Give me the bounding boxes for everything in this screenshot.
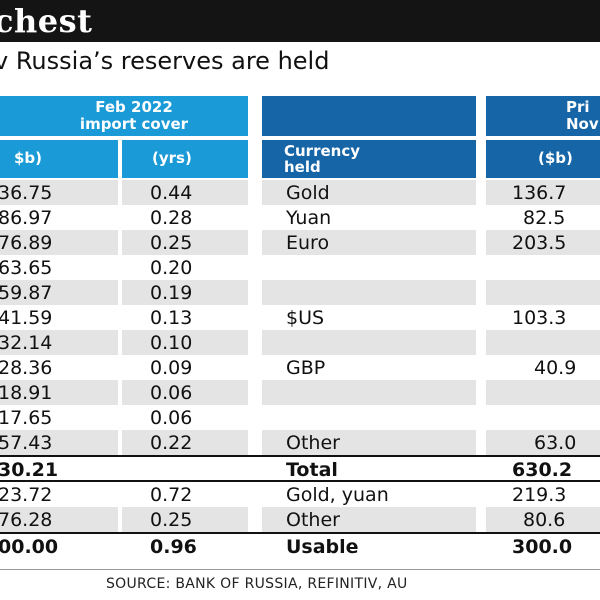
source-note: SOURCE: BANK OF RUSSIA, REFINITIV, AU — [106, 576, 408, 592]
cell-b: 41.59 — [0, 307, 53, 329]
footer-divider — [0, 569, 600, 570]
cell-b: 32.14 — [0, 332, 53, 354]
col-header-b: $b) — [0, 140, 118, 178]
cell-yrs: 0.13 — [150, 307, 193, 329]
col-header-yrs: (yrs) — [122, 140, 248, 178]
cell-yrs: 0.06 — [150, 407, 193, 429]
cell-b: 57.43 — [0, 432, 53, 454]
table-row: 59.87 0.19 — [0, 280, 600, 305]
cell-yrs: 0.19 — [150, 282, 193, 304]
cell-yrs: 0.96 — [150, 536, 197, 558]
col-header-right-b-text: ($b) — [538, 149, 573, 167]
cell-b: 76.89 — [0, 232, 53, 254]
table-row: 36.75 0.44 Gold 136.7 — [0, 180, 600, 205]
cell-b: 18.91 — [0, 382, 53, 404]
cell-yrs: 0.25 — [150, 509, 193, 531]
table-row: 86.97 0.28 Yuan 82.5 — [0, 205, 600, 230]
cell-right: 40.9 — [534, 357, 577, 379]
cell-currency: Total — [286, 459, 338, 481]
table-row: 23.72 0.72 Gold, yuan 219.3 — [0, 482, 600, 507]
cell-currency: Other — [286, 509, 340, 531]
cell-right: 219.3 — [512, 484, 567, 506]
cell-right: 203.5 — [512, 232, 567, 254]
cell-b: 63.65 — [0, 257, 53, 279]
cell-yrs: 0.25 — [150, 232, 193, 254]
cell-yrs: 0.09 — [150, 357, 193, 379]
cell-yrs: 0.20 — [150, 257, 193, 279]
cell-yrs: 0.72 — [150, 484, 193, 506]
cell-yrs: 0.44 — [150, 182, 193, 204]
table-row: 76.89 0.25 Euro 203.5 — [0, 230, 600, 255]
group-header-currency — [262, 96, 476, 136]
cell-right: 300.0 — [512, 536, 573, 558]
table-row: 57.43 0.22 Other 63.0 — [0, 430, 600, 455]
cell-currency: Gold — [286, 182, 330, 204]
col-header-right-b: ($b) — [486, 140, 600, 178]
cell-currency: Euro — [286, 232, 330, 254]
cell-b: 00.00 — [0, 536, 59, 558]
cell-yrs: 0.10 — [150, 332, 193, 354]
col-header-b-text: $b) — [14, 149, 43, 167]
cell-right: 103.3 — [512, 307, 567, 329]
cell-b: 76.28 — [0, 509, 53, 531]
col-header-yrs-text: (yrs) — [152, 149, 192, 167]
usable-rule-top — [0, 532, 600, 534]
cell-b: 30.21 — [0, 459, 59, 481]
cell-currency: Other — [286, 432, 340, 454]
cell-b: 86.97 — [0, 207, 53, 229]
page-title: chest — [0, 2, 93, 40]
cell-yrs: 0.22 — [150, 432, 193, 454]
cell-b: 59.87 — [0, 282, 53, 304]
group-header-right: Pri Nov — [486, 96, 600, 136]
cell-right: 80.6 — [523, 509, 566, 531]
cell-currency: Yuan — [286, 207, 332, 229]
cell-right: 630.2 — [512, 459, 573, 481]
title-bar: chest — [0, 0, 600, 42]
table-row-usable: 00.00 0.96 Usable 300.0 — [0, 534, 600, 559]
cell-currency: Gold, yuan — [286, 484, 389, 506]
group-header-feb-import-cover: Feb 2022 import cover — [0, 96, 248, 136]
group-header-right-text: Pri Nov — [566, 98, 599, 133]
table-row: 28.36 0.09 GBP 40.9 — [0, 355, 600, 380]
cell-yrs: 0.28 — [150, 207, 193, 229]
cell-right: 82.5 — [523, 207, 566, 229]
table-row: 63.65 0.20 — [0, 255, 600, 280]
cell-b: 36.75 — [0, 182, 53, 204]
cell-currency: GBP — [286, 357, 326, 379]
cell-b: 17.65 — [0, 407, 53, 429]
col-header-currency-text: Currency held — [284, 142, 361, 176]
table-row: 17.65 0.06 — [0, 405, 600, 430]
table-row: 32.14 0.10 — [0, 330, 600, 355]
cell-right: 136.7 — [512, 182, 567, 204]
cell-yrs: 0.06 — [150, 382, 193, 404]
col-header-currency: Currency held — [262, 140, 476, 178]
total-rule-bottom — [0, 480, 600, 482]
table-row: 76.28 0.25 Other 80.6 — [0, 507, 600, 532]
cell-currency: Usable — [286, 536, 359, 558]
cell-right: 63.0 — [534, 432, 577, 454]
table-row-total: 30.21 Total 630.2 — [0, 457, 600, 481]
group-header-feb-text: Feb 2022 import cover — [79, 98, 189, 133]
cell-b: 23.72 — [0, 484, 53, 506]
table-row: 18.91 0.06 — [0, 380, 600, 405]
cell-b: 28.36 — [0, 357, 53, 379]
table-row: 41.59 0.13 $US 103.3 — [0, 305, 600, 330]
total-rule-top — [0, 455, 600, 457]
page-subtitle: v Russia’s reserves are held — [0, 47, 330, 75]
cell-currency: $US — [286, 307, 325, 329]
